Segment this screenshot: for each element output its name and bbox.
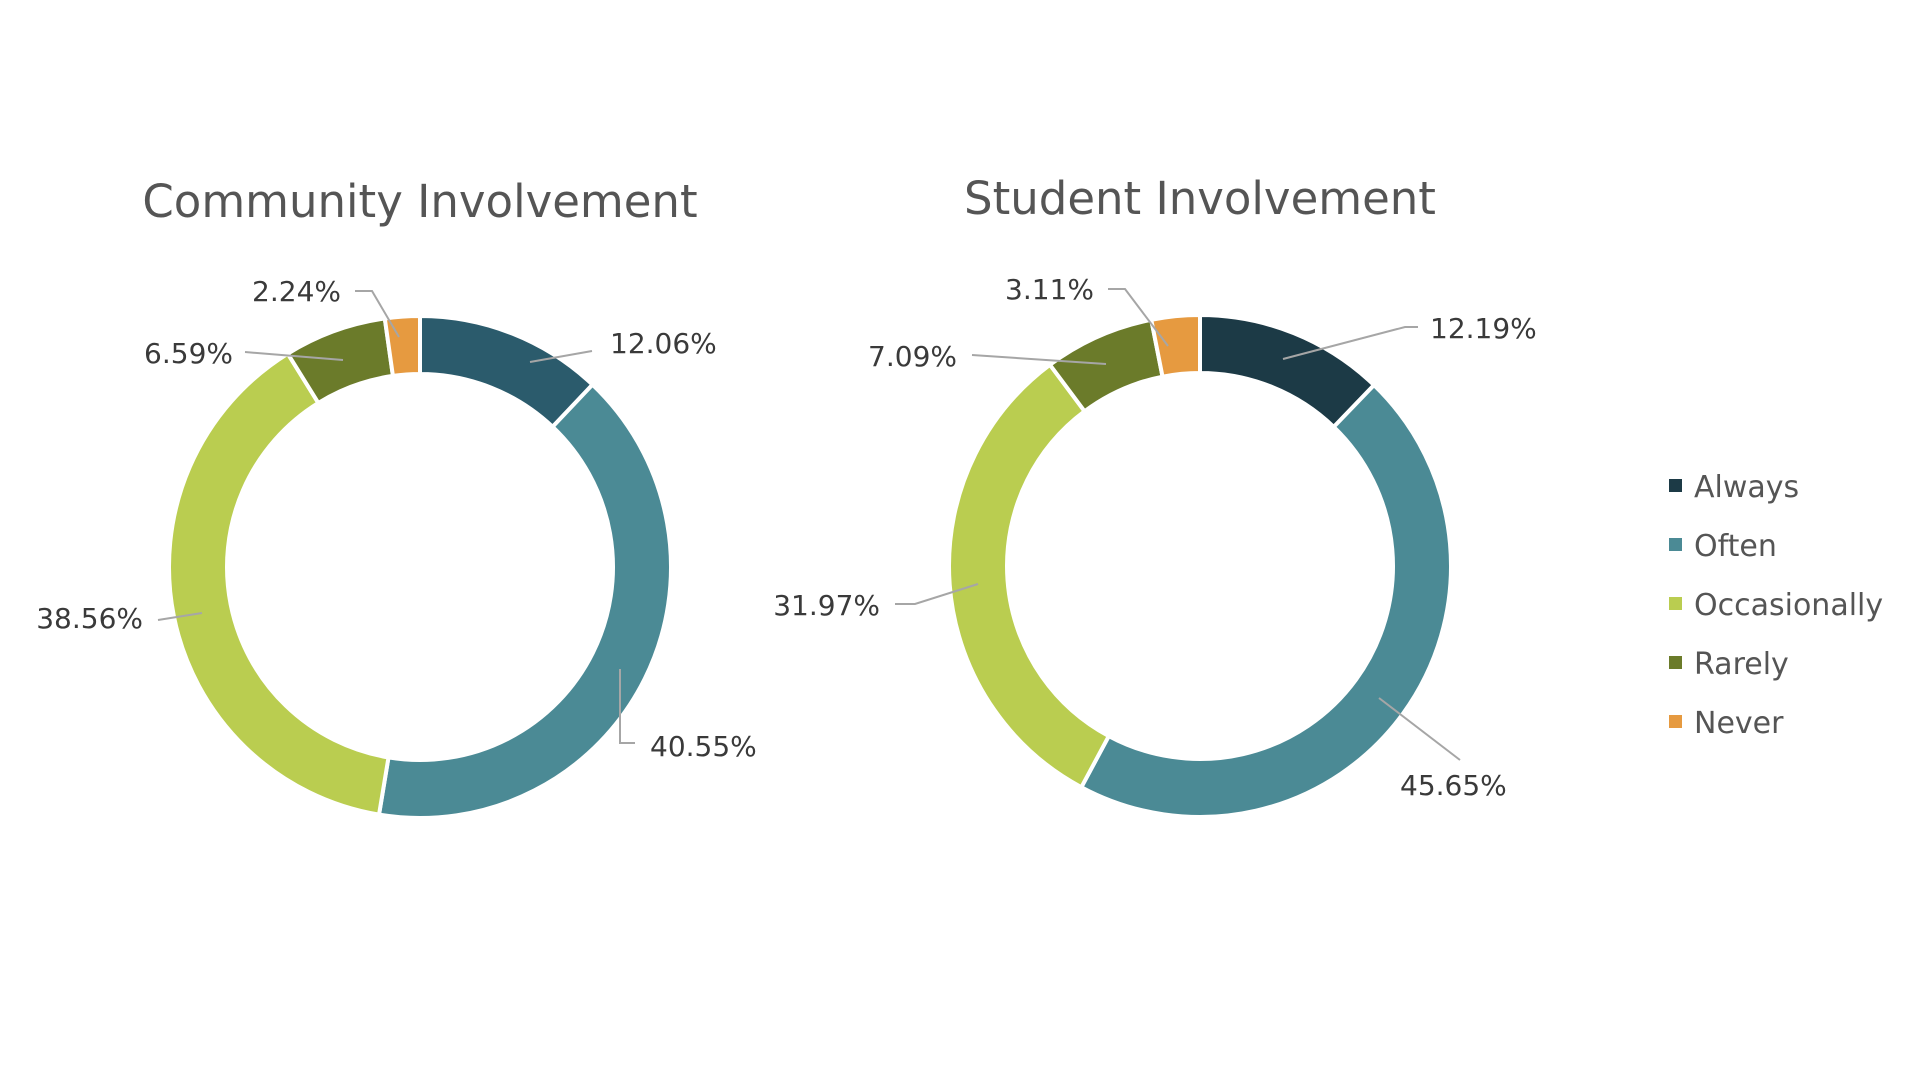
chart-title: Community Involvement [142,175,697,228]
legend-item-always: Always [1669,470,1799,505]
leader-line-often [1378,697,1461,761]
legend-label: Always [1694,470,1799,505]
slice-occasionally [167,350,391,817]
slice-label-never: 3.11% [1005,273,1094,306]
legend-swatch [1669,597,1682,610]
slice-label-occasionally: 38.56% [36,602,143,635]
leader-line-never [1108,288,1169,347]
leader-lines [895,288,1461,761]
community-involvement-chart: Community Involvement 12.06% 40.55% 38.56%… [36,175,757,820]
slice-label-often: 40.55% [650,730,757,763]
leader-line-rarely [244,351,344,361]
leader-line-always [529,350,593,363]
slice-labels: 12.19% 45.65% 31.97% 7.09% 3.11% [773,273,1537,802]
legend-label: Occasionally [1694,588,1883,623]
slice-label-rarely: 6.59% [144,337,233,370]
student-involvement-chart: Student Involvement 12.19% 45.65% 31.97% 7.… [773,172,1537,819]
slice-never [1148,312,1202,380]
leader-line-never [355,290,400,338]
leader-line-occasionally [157,612,203,621]
slice-never [382,313,422,379]
donut-slices [947,312,1453,819]
slice-label-always: 12.19% [1430,312,1537,345]
legend-item-often: Often [1669,529,1777,564]
leader-line-rarely [971,354,1107,365]
leader-lines [157,290,635,744]
legend-item-never: Never [1669,706,1784,741]
slice-often [376,381,673,820]
legend-item-occasionally: Occasionally [1669,588,1883,623]
legend-label: Often [1694,529,1777,564]
slice-label-always: 12.06% [610,327,717,360]
legend-item-rarely: Rarely [1669,647,1789,682]
slice-labels: 12.06% 40.55% 38.56% 6.59% 2.24% [36,275,757,763]
leader-line-always [1282,326,1418,360]
slice-often [1078,382,1453,819]
legend-swatch [1669,656,1682,669]
slice-label-occasionally: 31.97% [773,589,880,622]
slice-label-never: 2.24% [252,275,341,308]
legend-label: Rarely [1694,647,1789,682]
legend-swatch [1669,479,1682,492]
slice-occasionally [947,361,1112,790]
chart-title: Student Involvement [964,172,1436,225]
leader-line-often [619,669,635,744]
legend-swatch [1669,538,1682,551]
legend: Always Often Occasionally Rarely Never [1669,470,1883,741]
slice-label-often: 45.65% [1400,769,1507,802]
leader-line-occasionally [895,583,979,605]
slice-label-rarely: 7.09% [868,340,957,373]
legend-label: Never [1694,706,1784,741]
legend-swatch [1669,715,1682,728]
donut-slices [167,313,673,820]
